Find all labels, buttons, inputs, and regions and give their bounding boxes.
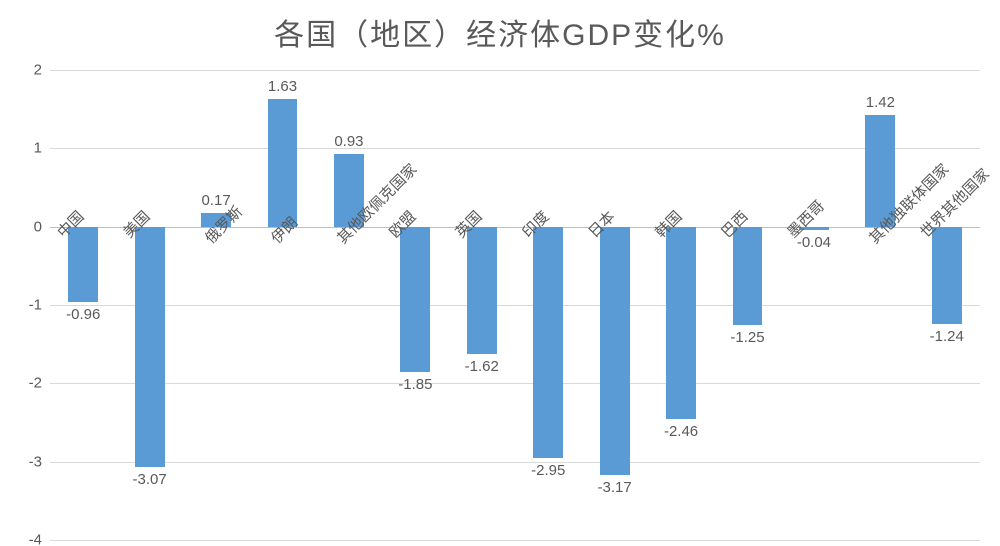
gridline bbox=[50, 148, 980, 149]
axis-zero-line bbox=[50, 227, 980, 228]
bar-value-label: 1.42 bbox=[866, 94, 895, 111]
bar bbox=[533, 227, 563, 458]
bar-value-label: -1.62 bbox=[465, 358, 499, 375]
bar-value-label: -1.25 bbox=[730, 329, 764, 346]
bar bbox=[400, 227, 430, 372]
bar-value-label: -2.46 bbox=[664, 423, 698, 440]
chart-container: 各国（地区）经济体GDP变化% -4-3-2-1012-0.96中国-3.07美… bbox=[0, 0, 1000, 546]
bar-value-label: 0.93 bbox=[334, 133, 363, 150]
bar bbox=[932, 227, 962, 324]
gridline bbox=[50, 70, 980, 71]
bar-value-label: -0.96 bbox=[66, 306, 100, 323]
bar-value-label: -1.85 bbox=[398, 376, 432, 393]
y-axis-label: 0 bbox=[34, 218, 42, 235]
gridline bbox=[50, 540, 980, 541]
bar bbox=[666, 227, 696, 420]
y-axis-label: -4 bbox=[29, 532, 42, 546]
gridline bbox=[50, 383, 980, 384]
bar bbox=[135, 227, 165, 467]
bar bbox=[268, 99, 298, 227]
y-axis-label: -2 bbox=[29, 375, 42, 392]
bar-value-label: -1.24 bbox=[930, 328, 964, 345]
bar bbox=[467, 227, 497, 354]
bar bbox=[733, 227, 763, 325]
y-axis-label: -3 bbox=[29, 453, 42, 470]
bar-value-label: 1.63 bbox=[268, 78, 297, 95]
gridline bbox=[50, 305, 980, 306]
bar-value-label: -3.17 bbox=[598, 479, 632, 496]
gridline bbox=[50, 462, 980, 463]
y-axis-label: -1 bbox=[29, 297, 42, 314]
y-axis-label: 2 bbox=[34, 62, 42, 79]
bar-value-label: -2.95 bbox=[531, 462, 565, 479]
chart-title: 各国（地区）经济体GDP变化% bbox=[0, 10, 1000, 54]
bar-value-label: -3.07 bbox=[133, 471, 167, 488]
y-axis-label: 1 bbox=[34, 140, 42, 157]
bar bbox=[68, 227, 98, 302]
plot-area: -4-3-2-1012-0.96中国-3.07美国0.17俄罗斯1.63伊朗0.… bbox=[50, 70, 980, 540]
bar bbox=[600, 227, 630, 475]
